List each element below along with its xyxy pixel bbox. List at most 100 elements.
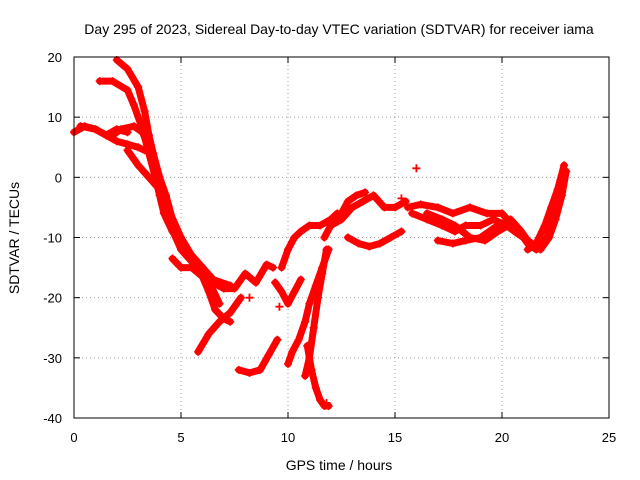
data-point-marker [536,245,545,254]
data-point-marker [219,284,228,293]
data-point-marker [123,86,132,95]
data-point-marker [262,260,271,269]
series-trace [344,228,405,250]
series-trace [303,342,333,410]
data-point-marker [358,197,367,206]
data-point-marker [108,77,117,86]
data-point-marker [348,203,357,212]
series-trace-18 [343,227,406,251]
data-point-marker [215,317,224,326]
data-point-marker [204,329,213,338]
data-point-marker [155,185,164,194]
data-point-marker [540,221,549,230]
series-trace-17 [331,188,370,224]
x-tick-label: 15 [388,430,402,445]
data-point-marker [245,368,254,377]
data-point-marker [433,236,442,245]
series-trace-8 [194,293,245,356]
data-series [70,56,571,410]
data-point-marker [155,173,164,182]
data-point-marker [423,209,432,218]
data-point-marker [140,107,149,116]
x-tick-label: 25 [602,430,616,445]
data-point-marker [215,299,224,308]
data-point-marker [305,221,314,230]
series-trace [124,146,223,308]
data-point-marker [284,359,292,368]
data-point-marker [502,218,511,227]
data-point-marker [134,143,143,152]
series-trace-11 [271,275,305,308]
data-point-marker [256,365,265,374]
y-tick-label: 20 [48,50,62,65]
data-point-marker [545,233,554,242]
series-trace-9 [209,260,278,293]
data-point-marker [187,251,196,260]
data-point-marker [322,245,331,254]
series-trace [209,261,277,293]
data-point-marker [361,188,370,197]
data-point-marker [234,365,243,374]
axis-ticks: 0 5 10 15 20 25 -40 -30 -20 -10 0 10 20 [43,50,616,445]
data-point-marker [403,203,412,212]
data-point-marker [91,125,100,134]
y-tick-label: -30 [43,351,62,366]
data-point-marker [166,209,175,218]
data-point-marker [123,65,132,74]
data-point-marker [408,209,417,218]
data-point-marker [461,236,470,245]
isolated-point-marker [271,278,280,287]
data-point-marker [311,383,320,392]
data-point-marker [532,239,541,248]
data-point-marker [401,197,410,206]
data-point-marker [476,233,485,242]
data-point-marker [147,149,156,158]
data-point-marker [296,275,305,284]
data-point-marker [343,233,352,242]
y-tick-label: -10 [43,231,62,246]
series-trace-6 [123,146,224,308]
data-point-marker [134,161,143,170]
data-point-marker [326,221,335,230]
data-point-marker [177,263,185,272]
data-point-marker [236,293,245,302]
data-point-marker [352,191,361,200]
chart-title: Day 295 of 2023, Sidereal Day-to-day VTE… [84,21,594,37]
data-point-marker [309,323,318,332]
data-point-marker [433,203,442,212]
data-point-marker [168,254,177,263]
data-point-marker [95,77,104,86]
data-point-marker [230,284,239,293]
data-point-marker [369,191,378,200]
data-point-marker [318,269,327,278]
data-point-marker [284,245,292,254]
data-point-marker [76,122,85,131]
y-tick-label: 0 [55,170,62,185]
data-point-marker [354,239,363,248]
data-point-marker [284,299,292,308]
data-point-marker [144,173,153,182]
series-trace-19 [403,200,517,230]
series-trace [278,209,341,272]
data-point-marker [320,233,329,242]
isolated-point-marker [412,164,421,173]
data-point-marker [296,227,305,236]
data-point-marker [301,371,310,380]
data-point-marker [123,146,132,155]
data-point-marker [251,278,260,287]
data-point-marker [211,305,220,314]
data-point-marker [313,293,322,302]
data-point-marker [290,287,299,296]
data-point-marker [305,299,314,308]
data-point-marker [226,308,235,317]
data-point-marker [277,287,286,296]
x-tick-label: 10 [281,430,295,445]
data-point-marker [129,101,138,110]
data-point-marker [489,215,498,224]
data-point-marker [273,335,282,344]
data-point-marker [397,227,406,236]
data-point-marker [198,272,207,281]
series-trace [235,336,281,377]
data-point-marker [483,209,492,218]
data-point-marker [380,203,389,212]
